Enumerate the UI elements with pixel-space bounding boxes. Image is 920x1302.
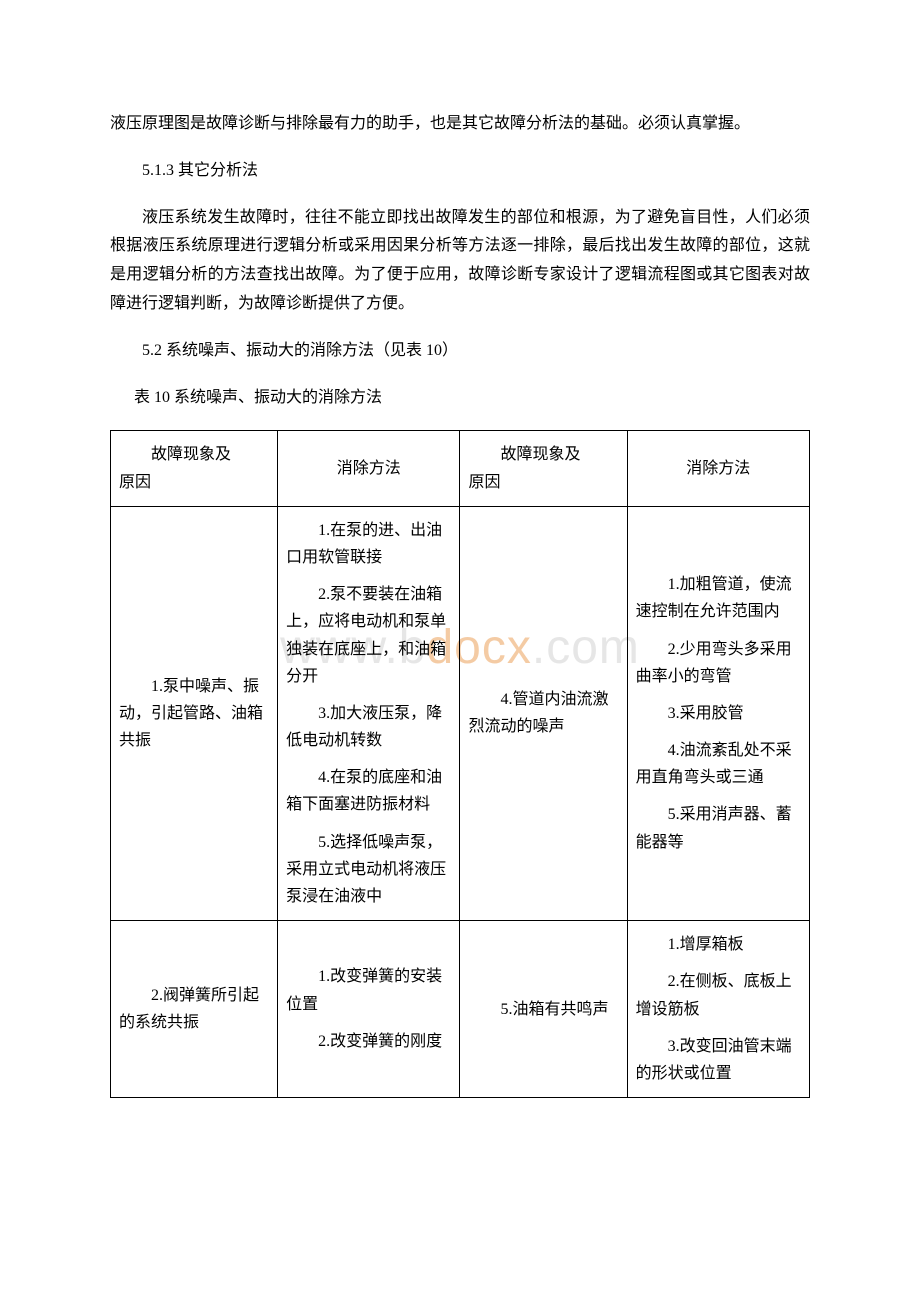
table-header-row: 故障现象及 原因 消除方法 故障现象及 原因 消除方法 (111, 431, 810, 506)
table-row: 2.阀弹簧所引起的系统共振 1.改变弹簧的安装位置 2.改变弹簧的刚度 5.油箱… (111, 921, 810, 1098)
header-method-2: 消除方法 (627, 431, 809, 506)
troubleshooting-table: 故障现象及 原因 消除方法 故障现象及 原因 消除方法 1.泵中噪声、振动，引起… (110, 430, 810, 1098)
cause-cell: 5.油箱有共鸣声 (460, 921, 627, 1098)
paragraph-analysis: 液压系统发生故障时，往往不能立即找出故障发生的部位和根源，为了避免盲目性，人们必… (110, 204, 810, 319)
section-heading-513: 5.1.3 其它分析法 (110, 157, 810, 186)
section-heading-52: 5.2 系统噪声、振动大的消除方法（见表 10） (110, 337, 810, 366)
method-cell: 1.增厚箱板 2.在侧板、底板上增设筋板 3.改变回油管末端的形状或位置 (627, 921, 809, 1098)
cause-cell: 2.阀弹簧所引起的系统共振 (111, 921, 278, 1098)
header-method-1: 消除方法 (278, 431, 460, 506)
header-cause-2: 故障现象及 原因 (460, 431, 627, 506)
method-cell: 1.在泵的进、出油口用软管联接 2.泵不要装在油箱上，应将电动机和泵单独装在底座… (278, 506, 460, 920)
table-caption: 表 10 系统噪声、振动大的消除方法 (110, 384, 810, 413)
page-content: 液压原理图是故障诊断与排除最有力的助手，也是其它故障分析法的基础。必须认真掌握。… (110, 110, 810, 1098)
method-cell: 1.改变弹簧的安装位置 2.改变弹簧的刚度 (278, 921, 460, 1098)
paragraph-intro: 液压原理图是故障诊断与排除最有力的助手，也是其它故障分析法的基础。必须认真掌握。 (110, 110, 810, 139)
cause-cell: 4.管道内油流激烈流动的噪声 (460, 506, 627, 920)
header-cause-1: 故障现象及 原因 (111, 431, 278, 506)
method-cell: 1.加粗管道，使流速控制在允许范围内 2.少用弯头多采用曲率小的弯管 3.采用胶… (627, 506, 809, 920)
table-row: 1.泵中噪声、振动，引起管路、油箱共振 1.在泵的进、出油口用软管联接 2.泵不… (111, 506, 810, 920)
cause-cell: 1.泵中噪声、振动，引起管路、油箱共振 (111, 506, 278, 920)
